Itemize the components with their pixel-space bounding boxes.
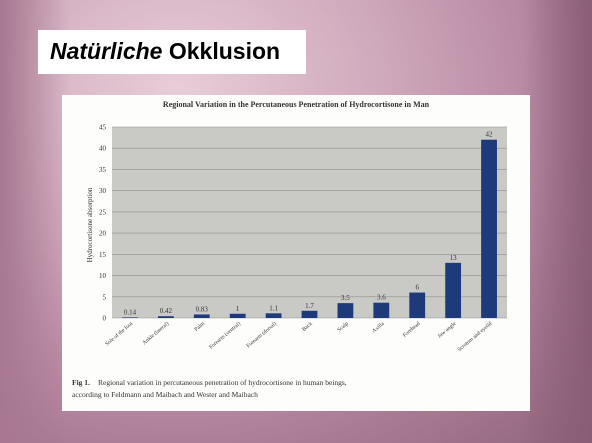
y-tick-label: 40 (99, 145, 107, 153)
bar (194, 314, 210, 318)
title-italic: Natürliche (50, 38, 162, 64)
y-tick-label: 5 (103, 293, 107, 301)
value-label: 1 (236, 305, 240, 313)
y-tick-label: 25 (99, 208, 107, 216)
value-label: 0.42 (160, 307, 173, 315)
y-tick-label: 20 (99, 230, 107, 238)
value-label: 3.6 (377, 294, 386, 302)
caption-text: Regional variation in percutaneous penet… (98, 378, 347, 387)
bar (338, 303, 354, 318)
title-rest: Okklusion (169, 38, 280, 64)
value-label: 3.5 (341, 294, 350, 302)
bar (302, 311, 318, 318)
slide-title: Natürliche Okklusion (50, 38, 280, 65)
caption-label: Fig 1. (72, 378, 90, 387)
y-tick-label: 0 (103, 315, 107, 323)
value-label: 0.83 (196, 305, 209, 313)
photo-shade (522, 0, 592, 443)
y-tick-label: 30 (99, 187, 107, 195)
caption-text: according to Feldmann and Maibach and We… (72, 390, 258, 399)
value-label: 1.7 (305, 302, 314, 310)
chart-title: Regional Variation in the Percutaneous P… (163, 100, 430, 109)
bar (481, 140, 497, 318)
y-tick-label: 35 (99, 166, 107, 174)
value-label: 13 (450, 254, 458, 262)
bar (122, 317, 138, 318)
bar (266, 313, 282, 318)
y-tick-label: 45 (99, 124, 107, 132)
bar (445, 263, 461, 318)
value-label: 42 (486, 131, 494, 139)
bar (158, 316, 174, 318)
value-label: 6 (415, 284, 419, 292)
y-tick-label: 15 (99, 251, 107, 259)
chart: Regional Variation in the Percutaneous P… (62, 95, 530, 411)
value-label: 0.14 (124, 308, 137, 316)
y-axis-label: Hydrocortisone absorption (86, 187, 94, 262)
bar (373, 303, 389, 318)
bar (230, 314, 246, 318)
title-box: Natürliche Okklusion (38, 30, 306, 74)
y-tick-label: 10 (99, 272, 107, 280)
value-label: 1.1 (269, 304, 278, 312)
slide: Natürliche Okklusion Regional Variation … (0, 0, 592, 443)
bar (409, 293, 425, 318)
